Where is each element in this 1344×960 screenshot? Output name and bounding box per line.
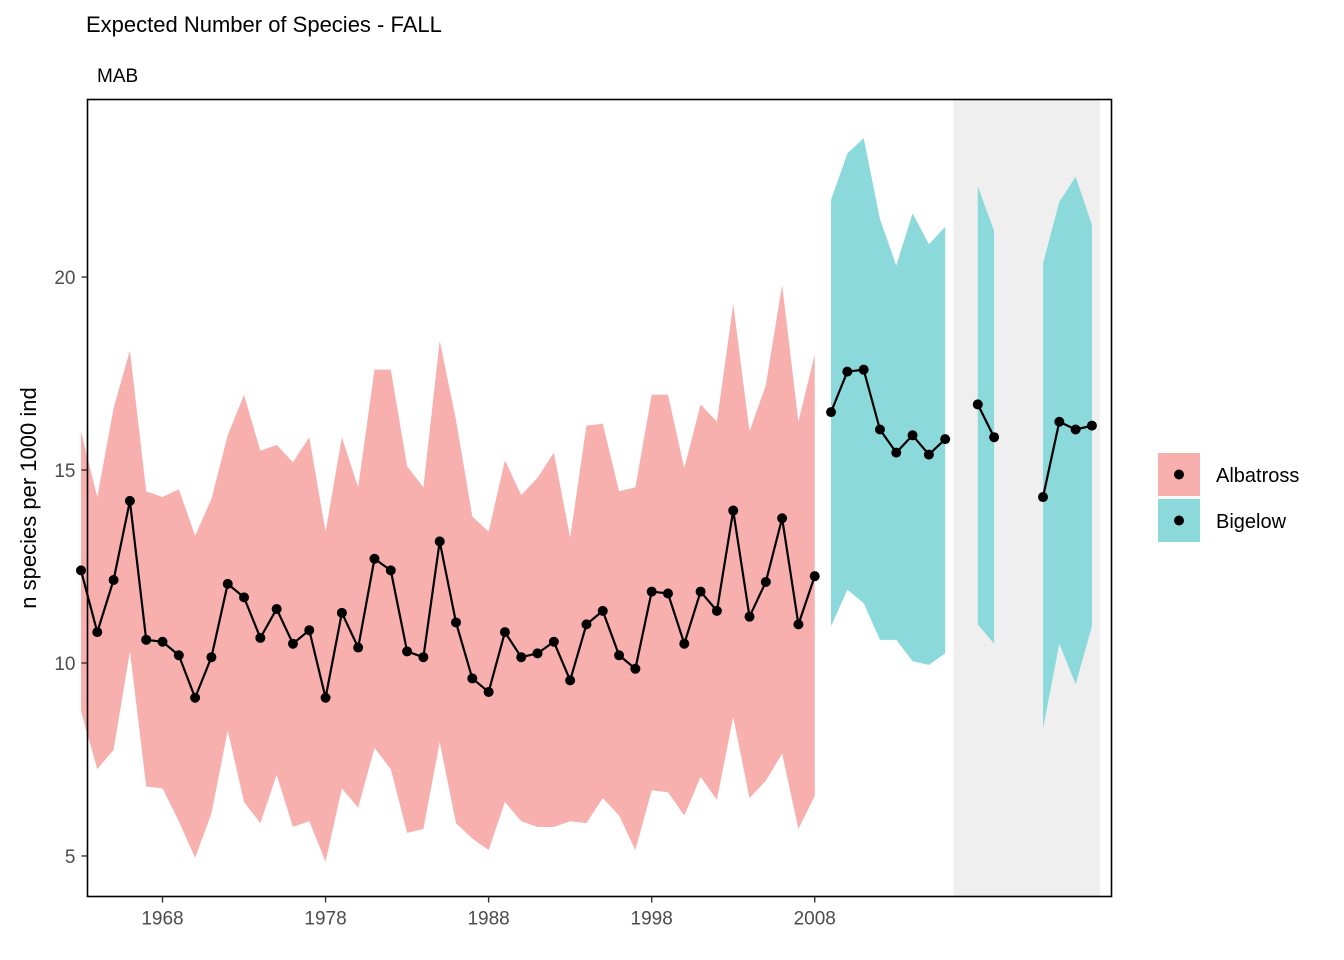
albatross-point bbox=[565, 675, 576, 686]
albatross-point bbox=[646, 586, 657, 597]
albatross-point bbox=[141, 634, 152, 645]
albatross-point bbox=[385, 565, 396, 576]
y-tick-label: 15 bbox=[54, 461, 75, 482]
bigelow-point bbox=[1054, 416, 1065, 427]
albatross-point bbox=[793, 619, 804, 630]
albatross-point bbox=[581, 619, 592, 630]
albatross-point bbox=[434, 536, 445, 547]
bigelow-point bbox=[923, 449, 934, 460]
albatross-point bbox=[467, 673, 478, 684]
x-tick-label: 1998 bbox=[631, 909, 673, 930]
bigelow-point bbox=[874, 424, 885, 435]
x-tick-label: 2008 bbox=[794, 909, 836, 930]
albatross-point bbox=[75, 565, 86, 576]
albatross-point bbox=[728, 505, 739, 516]
albatross-point bbox=[695, 586, 706, 597]
albatross-point bbox=[483, 686, 494, 697]
albatross-point bbox=[108, 575, 119, 586]
albatross-point bbox=[190, 692, 201, 703]
bigelow-point bbox=[989, 432, 1000, 443]
albatross-point bbox=[679, 638, 690, 649]
albatross-point bbox=[157, 636, 168, 647]
albatross-point bbox=[516, 652, 527, 663]
albatross-point bbox=[402, 646, 413, 657]
albatross-point bbox=[548, 636, 559, 647]
y-tick-label: 5 bbox=[65, 847, 76, 868]
albatross-point bbox=[369, 553, 380, 564]
legend-point-bigelow bbox=[1174, 515, 1184, 526]
albatross-point bbox=[760, 576, 771, 587]
legend-point-albatross bbox=[1174, 469, 1184, 480]
albatross-point bbox=[744, 611, 755, 622]
bigelow-point bbox=[891, 447, 902, 458]
plot-border bbox=[86, 98, 1113, 898]
chart-subtitle: MAB bbox=[97, 66, 139, 87]
legend-label-albatross: Albatross bbox=[1216, 465, 1299, 487]
x-tick-label: 1988 bbox=[467, 909, 509, 930]
bigelow-point bbox=[842, 366, 853, 377]
bigelow-point bbox=[826, 407, 837, 418]
albatross-point bbox=[809, 571, 820, 582]
bigelow-ribbon-2 bbox=[1043, 176, 1092, 729]
albatross-point bbox=[418, 652, 429, 663]
albatross-point bbox=[239, 592, 250, 603]
albatross-point bbox=[711, 605, 722, 616]
albatross-point bbox=[271, 603, 282, 614]
bigelow-line-2 bbox=[1041, 420, 1093, 498]
bigelow-line-1 bbox=[976, 403, 996, 438]
chart-title: Expected Number of Species - FALL bbox=[86, 12, 442, 37]
albatross-point bbox=[614, 650, 625, 661]
bigelow-point bbox=[858, 364, 869, 375]
albatross-point bbox=[336, 607, 347, 618]
albatross-point bbox=[222, 578, 233, 589]
bigelow-point bbox=[907, 430, 918, 441]
albatross-line-0 bbox=[79, 499, 816, 699]
albatross-point bbox=[777, 513, 788, 524]
albatross-point bbox=[630, 663, 641, 674]
x-tick-label: 1968 bbox=[141, 909, 183, 930]
y-tick-label: 10 bbox=[54, 654, 75, 675]
albatross-point bbox=[206, 652, 217, 663]
bigelow-point bbox=[1070, 424, 1081, 435]
albatross-point bbox=[353, 642, 364, 653]
albatross-point bbox=[662, 588, 673, 599]
albatross-point bbox=[320, 692, 331, 703]
bigelow-ribbon-0 bbox=[831, 138, 946, 665]
bigelow-point bbox=[972, 399, 983, 410]
albatross-point bbox=[499, 627, 510, 638]
legend-label-bigelow: Bigelow bbox=[1216, 511, 1287, 533]
bigelow-point bbox=[1086, 420, 1097, 431]
albatross-point bbox=[287, 638, 298, 649]
bigelow-point bbox=[1038, 492, 1049, 503]
y-axis-title: n species per 1000 ind bbox=[16, 387, 41, 608]
albatross-point bbox=[255, 632, 266, 643]
albatross-point bbox=[304, 625, 315, 636]
albatross-point bbox=[597, 605, 608, 616]
albatross-point bbox=[92, 627, 103, 638]
albatross-point bbox=[124, 495, 135, 506]
bigelow-point bbox=[940, 434, 951, 445]
albatross-point bbox=[532, 648, 543, 659]
albatross-point bbox=[173, 650, 184, 661]
x-tick-label: 1978 bbox=[304, 909, 346, 930]
albatross-point bbox=[451, 617, 462, 628]
albatross-ribbon-0 bbox=[80, 284, 815, 862]
y-tick-label: 20 bbox=[54, 268, 75, 289]
bigelow-ribbon-1 bbox=[977, 186, 995, 644]
